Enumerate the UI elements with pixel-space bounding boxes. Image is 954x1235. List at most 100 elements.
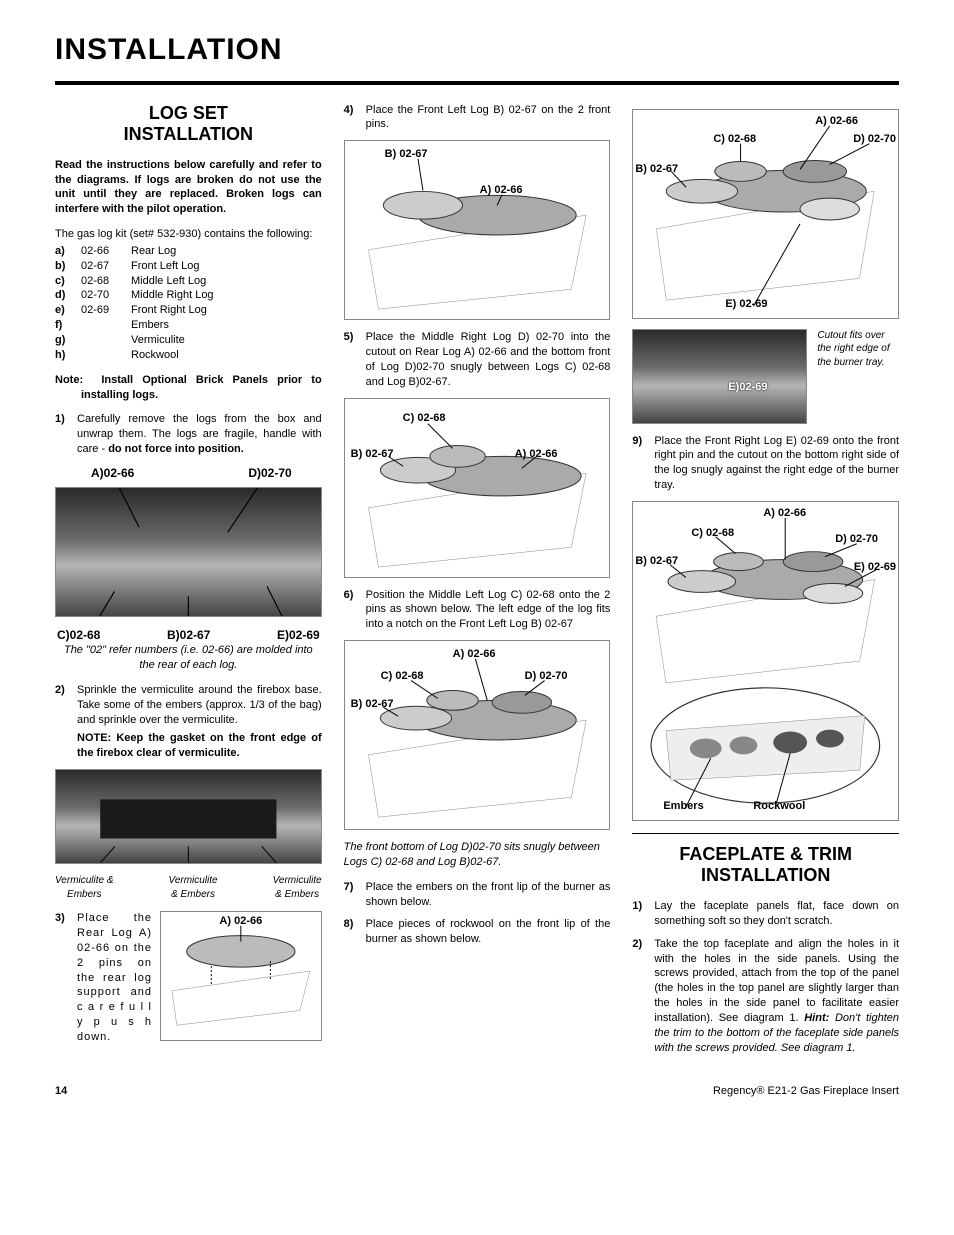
sec1-l1: LOG SET — [149, 103, 228, 123]
step2-text: Sprinkle the vermiculite around the fire… — [77, 684, 322, 726]
step3-text: Place the Rear Log A) 02-66 on the 2 pin… — [77, 911, 152, 1045]
sec2-l1: FACEPLATE & TRIM — [679, 844, 852, 864]
kit-intro: The gas log kit (set# 532-930) contains … — [55, 227, 322, 242]
vr1: Vermiculite — [273, 875, 322, 886]
step-body: Place the Middle Right Log D) 02-70 into… — [366, 330, 611, 389]
step-3: 3) Place the Rear Log A) 02-66 on the 2 … — [55, 911, 322, 1045]
step-num: 2) — [632, 937, 654, 1056]
verm-labels: Vermiculite &Embers Vermiculite& Embers … — [55, 874, 322, 901]
dia1-c: C)02-68 — [57, 627, 100, 643]
cutout-note: Cutout fits over the right edge of the b… — [817, 329, 899, 370]
kit-code: 02-70 — [81, 288, 131, 303]
step-num: 7) — [344, 880, 366, 910]
step-body: Place the Front Left Log B) 02-67 on the… — [366, 103, 611, 133]
kit-h: h) Rockwool — [55, 348, 322, 363]
diagram-1 — [55, 487, 322, 617]
diagram-9: A) 02-66 C) 02-68 D) 02-70 B) 02-67 E) 0… — [632, 501, 899, 821]
kit-ltr: a) — [55, 244, 81, 259]
lbl-embers: Embers — [663, 799, 703, 814]
kit-g: g)Vermiculite — [55, 333, 322, 348]
step-6: 6) Position the Middle Left Log C) 02-68… — [344, 588, 611, 633]
dia1-b: B)02-67 — [167, 627, 210, 643]
kit-d: d)02-70Middle Right Log — [55, 288, 322, 303]
dia1-top-labels: A)02-66 D)02-70 — [55, 465, 322, 481]
diagram-3: A) 02-66 — [160, 911, 322, 1041]
sec2-l2: INSTALLATION — [701, 865, 830, 885]
lbl-a: A) 02-66 — [453, 647, 496, 662]
fp-step-1: 1) Lay the faceplate panels flat, face d… — [632, 899, 899, 929]
dia1-a: A)02-66 — [91, 465, 134, 481]
step-num: 1) — [55, 412, 77, 457]
kit-ltr: b) — [55, 259, 81, 274]
section-faceplate: FACEPLATE & TRIM INSTALLATION — [632, 844, 899, 887]
thin-rule — [632, 833, 899, 834]
vl1: Vermiculite & — [55, 875, 114, 886]
lbl-a: A) 02-66 — [515, 447, 558, 462]
vl2: Embers — [67, 889, 101, 900]
step2-note: NOTE: Keep the gasket on the front edge … — [77, 731, 322, 761]
step-body: Position the Middle Left Log C) 02-68 on… — [366, 588, 611, 633]
step-body: Lay the faceplate panels flat, face down… — [654, 899, 899, 929]
lbl-c: C) 02-68 — [713, 132, 756, 147]
caption-6: The front bottom of Log D)02-70 sits snu… — [344, 840, 611, 870]
fp-step-2: 2) Take the top faceplate and align the … — [632, 937, 899, 1056]
step-num: 4) — [344, 103, 366, 133]
step3-dia: A) 02-66 — [160, 911, 322, 1045]
kit-ltr: d) — [55, 288, 81, 303]
section-log-set: LOG SET INSTALLATION — [55, 103, 322, 146]
step-num: 9) — [632, 434, 654, 493]
step-9: 9) Place the Front Right Log E) 02-69 on… — [632, 434, 899, 493]
kit-code — [81, 348, 131, 363]
lbl-e: E) 02-69 — [854, 560, 896, 575]
kit-ltr: h) — [55, 348, 81, 363]
lbl-b: B) 02-67 — [635, 162, 678, 177]
footer-right: Regency® E21-2 Gas Fireplace Insert — [713, 1084, 899, 1099]
lbl-b: B) 02-67 — [351, 697, 394, 712]
kit-code — [81, 333, 131, 348]
caption-1: The "02" refer numbers (i.e. 02-66) are … — [55, 643, 322, 673]
kit-e: e)02-69Front Right Log — [55, 303, 322, 318]
step-body: Place pieces of rockwool on the front li… — [366, 917, 611, 947]
kit-code — [81, 318, 131, 333]
step-num: 1) — [632, 899, 654, 929]
kit-desc: Embers — [131, 318, 169, 333]
dia1-bot-labels: C)02-68 B)02-67 E)02-69 — [55, 627, 322, 643]
lbl-e2: E)02-69 — [728, 380, 767, 395]
kit-desc: Front Left Log — [131, 259, 200, 274]
diagram-4: B) 02-67 A) 02-66 — [344, 140, 611, 320]
vm1: Vermiculite — [169, 875, 218, 886]
lbl-c: C) 02-68 — [403, 411, 446, 426]
lbl-d: D) 02-70 — [525, 669, 568, 684]
lbl-d: D) 02-70 — [853, 132, 896, 147]
diagram-6: A) 02-66 C) 02-68 D) 02-70 B) 02-67 — [344, 640, 611, 830]
step1-bold: do not force into position. — [108, 443, 244, 455]
kit-desc: Front Right Log — [131, 303, 207, 318]
kit-f: f) Embers — [55, 318, 322, 333]
lbl-b: B) 02-67 — [385, 147, 428, 162]
step-2: 2) Sprinkle the vermiculite around the f… — [55, 683, 322, 761]
step-body: Place the Front Right Log E) 02-69 onto … — [654, 434, 899, 493]
step-num: 5) — [344, 330, 366, 389]
page-title: INSTALLATION — [55, 30, 899, 71]
kit-ltr: c) — [55, 274, 81, 289]
lbl-a: A) 02-66 — [763, 506, 806, 521]
main-columns: LOG SET INSTALLATION Read the instructio… — [55, 103, 899, 1064]
lbl-rockwool: Rockwool — [753, 799, 805, 814]
lbl-a: A) 02-66 — [219, 914, 262, 929]
kit-ltr: g) — [55, 333, 81, 348]
step-body: Carefully remove the logs from the box a… — [77, 412, 322, 457]
kit-desc: Middle Left Log — [131, 274, 206, 289]
col-3: A) 02-66 C) 02-68 D) 02-70 B) 02-67 E) 0… — [632, 103, 899, 1064]
kit-desc: Rear Log — [131, 244, 176, 259]
kit-desc: Rockwool — [131, 348, 179, 363]
fp2-hint-l: Hint: — [804, 1012, 829, 1024]
vm2: & Embers — [171, 889, 215, 900]
kit-code: 02-68 — [81, 274, 131, 289]
diagram-5: C) 02-68 B) 02-67 A) 02-66 — [344, 398, 611, 578]
step-1: 1) Carefully remove the logs from the bo… — [55, 412, 322, 457]
cutout-wrap: E)02-69 Cutout fits over the right edge … — [632, 329, 899, 424]
verm-l: Vermiculite & Embers — [55, 874, 114, 901]
lbl-b: B) 02-67 — [351, 447, 394, 462]
kit-ltr: f) — [55, 318, 81, 333]
step-num: 6) — [344, 588, 366, 633]
